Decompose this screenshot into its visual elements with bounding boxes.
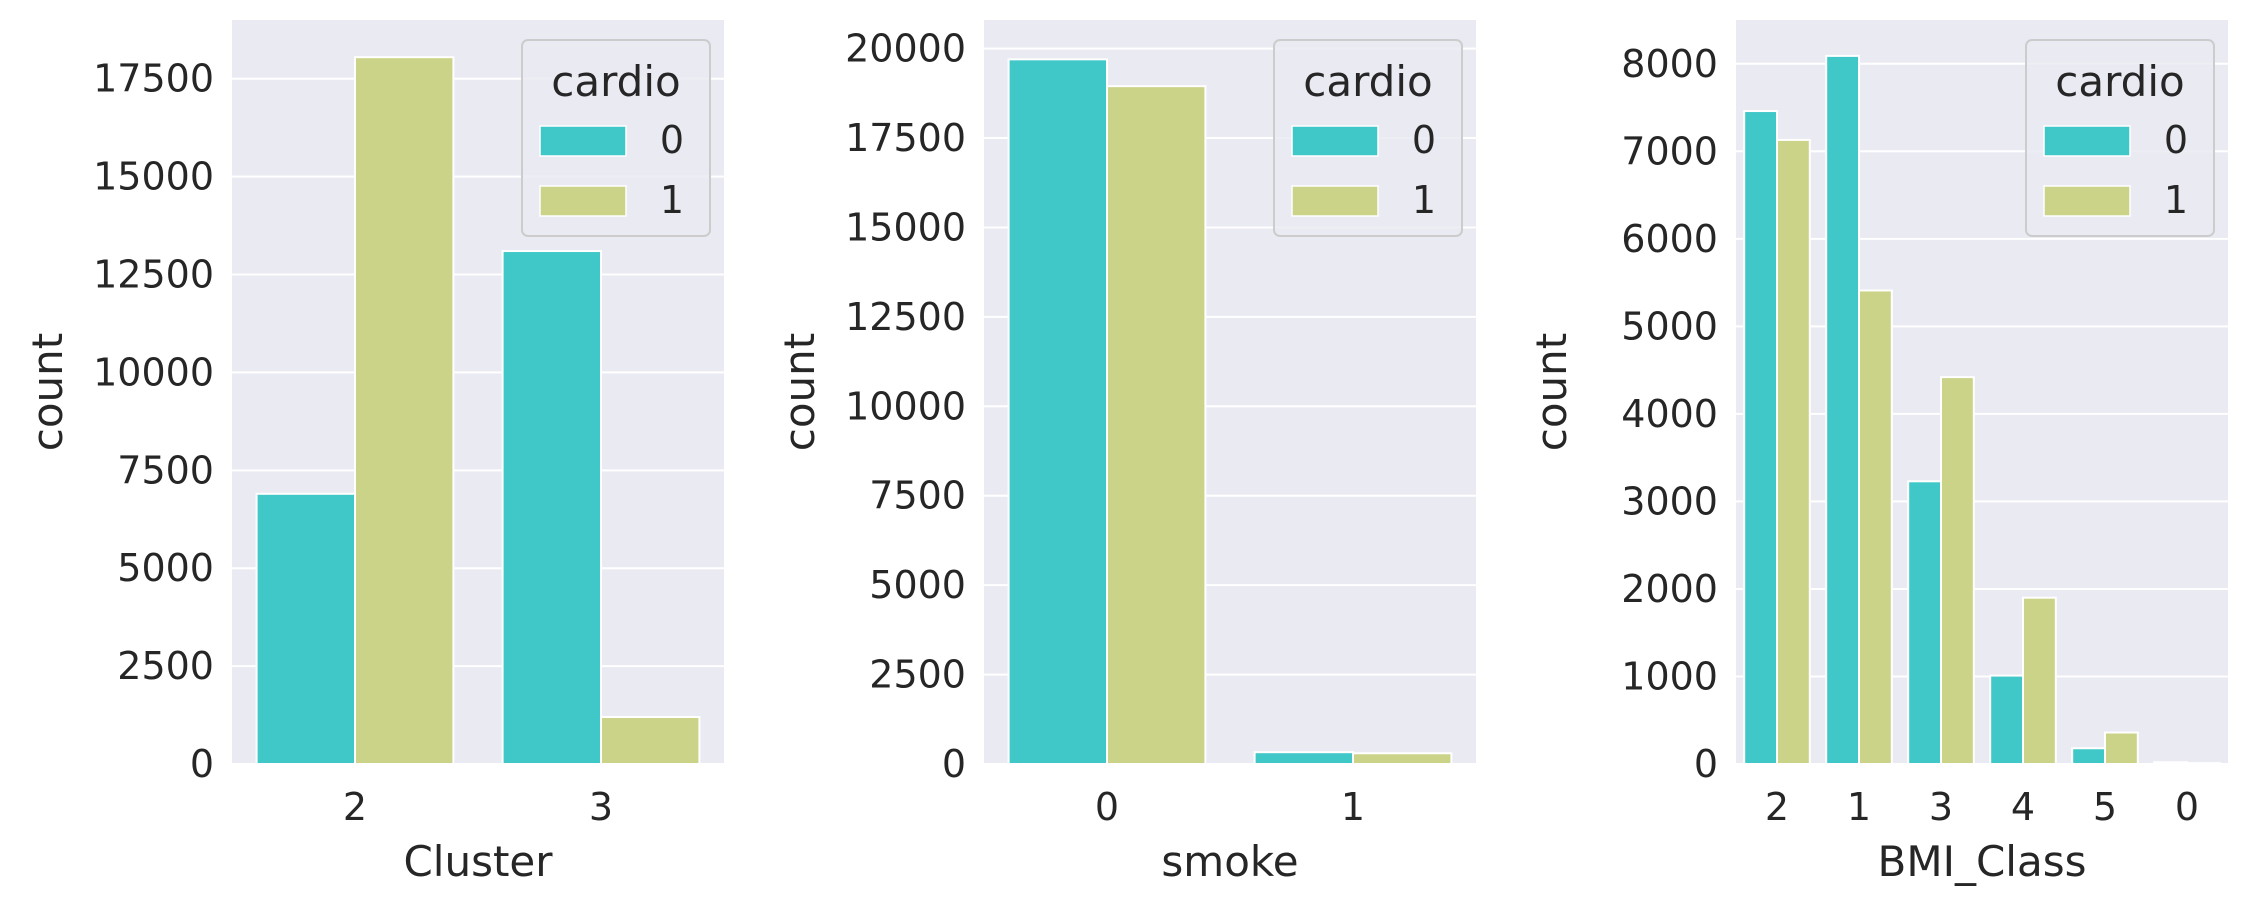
bar bbox=[1106, 85, 1207, 765]
bar bbox=[2153, 761, 2188, 765]
legend-swatch bbox=[539, 185, 627, 217]
chart-panel-1: 0 2500 5000 7500 10000 12500 15000 17500 20000 0 1… bbox=[775, 20, 1476, 886]
legend-title: cardio bbox=[551, 57, 680, 106]
y-tick-label: 17500 bbox=[93, 57, 214, 101]
x-tick-label: 0 bbox=[2175, 785, 2199, 829]
x-tick-label: 2 bbox=[343, 785, 367, 829]
x-axis-label: smoke bbox=[1161, 837, 1298, 886]
legend-label: 0 bbox=[1412, 118, 1436, 162]
y-axis-label: count bbox=[1527, 333, 1576, 452]
bar bbox=[354, 56, 455, 765]
x-tick-label: 2 bbox=[1765, 785, 1789, 829]
y-tick-label: 2000 bbox=[1621, 567, 1718, 611]
y-tick-label: 12500 bbox=[845, 295, 966, 339]
y-tick-label: 15000 bbox=[845, 205, 966, 249]
legend: cardio 0 1 bbox=[1273, 39, 1463, 237]
x-tick-label: 5 bbox=[2093, 785, 2117, 829]
x-tick-label: 3 bbox=[589, 785, 613, 829]
bar bbox=[1940, 376, 1975, 765]
x-tick-label: 0 bbox=[1095, 785, 1119, 829]
legend-swatch bbox=[1291, 185, 1379, 217]
bar bbox=[255, 492, 357, 765]
y-tick-label: 5000 bbox=[869, 563, 966, 607]
x-tick-label: 1 bbox=[1847, 785, 1871, 829]
y-tick-label: 10000 bbox=[845, 384, 966, 428]
y-tick-label: 2500 bbox=[117, 644, 214, 688]
legend-swatch bbox=[539, 125, 627, 157]
x-tick-label: 3 bbox=[1929, 785, 1953, 829]
y-tick-label: 6000 bbox=[1621, 217, 1718, 261]
x-tick-label: 1 bbox=[1341, 785, 1365, 829]
y-tick-label: 1000 bbox=[1621, 654, 1718, 698]
bar bbox=[1907, 480, 1942, 765]
legend-swatch bbox=[2043, 125, 2131, 157]
chart-panel-0: 0 2500 5000 7500 10000 12500 15000 17500 2 3 Clust… bbox=[23, 20, 724, 886]
legend-label: 1 bbox=[660, 178, 684, 222]
y-tick-label: 8000 bbox=[1621, 42, 1718, 86]
y-axis-label: count bbox=[23, 333, 72, 452]
legend-swatch bbox=[1291, 125, 1379, 157]
legend-label: 0 bbox=[2164, 118, 2188, 162]
y-tick-label: 20000 bbox=[845, 27, 966, 71]
y-tick-label: 0 bbox=[942, 742, 966, 786]
y-tick-label: 4000 bbox=[1621, 392, 1718, 436]
chart-panel-2: 0 1000 2000 3000 4000 5000 6000 7000 8000 2 1 3 4 5 0 B… bbox=[1527, 20, 2228, 886]
y-tick-label: 0 bbox=[1694, 742, 1718, 786]
x-axis-label: Cluster bbox=[403, 837, 553, 886]
legend-title: cardio bbox=[1303, 57, 1432, 106]
bar bbox=[2104, 731, 2139, 766]
y-tick-label: 7500 bbox=[117, 448, 214, 492]
legend-label: 0 bbox=[660, 118, 684, 162]
y-tick-label: 15000 bbox=[93, 155, 214, 199]
y-tick-label: 17500 bbox=[845, 116, 966, 160]
y-tick-label: 0 bbox=[190, 742, 214, 786]
y-tick-label: 5000 bbox=[117, 546, 214, 590]
bar bbox=[1253, 751, 1354, 766]
x-tick-label: 4 bbox=[2011, 785, 2035, 829]
bar bbox=[1776, 138, 1811, 766]
bar bbox=[2022, 596, 2057, 765]
y-axis-label: count bbox=[775, 333, 824, 452]
bar bbox=[1007, 58, 1108, 766]
legend: cardio 0 1 bbox=[2025, 39, 2215, 237]
x-axis-label: BMI_Class bbox=[1878, 837, 2087, 886]
bar bbox=[2186, 762, 2221, 765]
y-tick-label: 5000 bbox=[1621, 304, 1718, 348]
legend-swatch bbox=[2043, 185, 2131, 217]
bar bbox=[600, 716, 701, 765]
y-tick-label: 2500 bbox=[869, 653, 966, 697]
bar bbox=[501, 250, 603, 766]
legend-title: cardio bbox=[2055, 57, 2184, 106]
bar bbox=[1858, 289, 1893, 765]
legend-label: 1 bbox=[2164, 178, 2188, 222]
y-tick-label: 7000 bbox=[1621, 129, 1718, 173]
y-tick-label: 3000 bbox=[1621, 479, 1718, 523]
y-tick-label: 7500 bbox=[869, 474, 966, 518]
y-tick-label: 12500 bbox=[93, 253, 214, 297]
y-tick-label: 10000 bbox=[93, 350, 214, 394]
bar bbox=[1352, 752, 1453, 765]
bar bbox=[1743, 110, 1778, 766]
legend: cardio 0 1 bbox=[521, 39, 711, 237]
bar bbox=[2071, 747, 2106, 765]
legend-label: 1 bbox=[1412, 178, 1436, 222]
bar bbox=[1825, 54, 1860, 765]
bar bbox=[1989, 674, 2024, 765]
